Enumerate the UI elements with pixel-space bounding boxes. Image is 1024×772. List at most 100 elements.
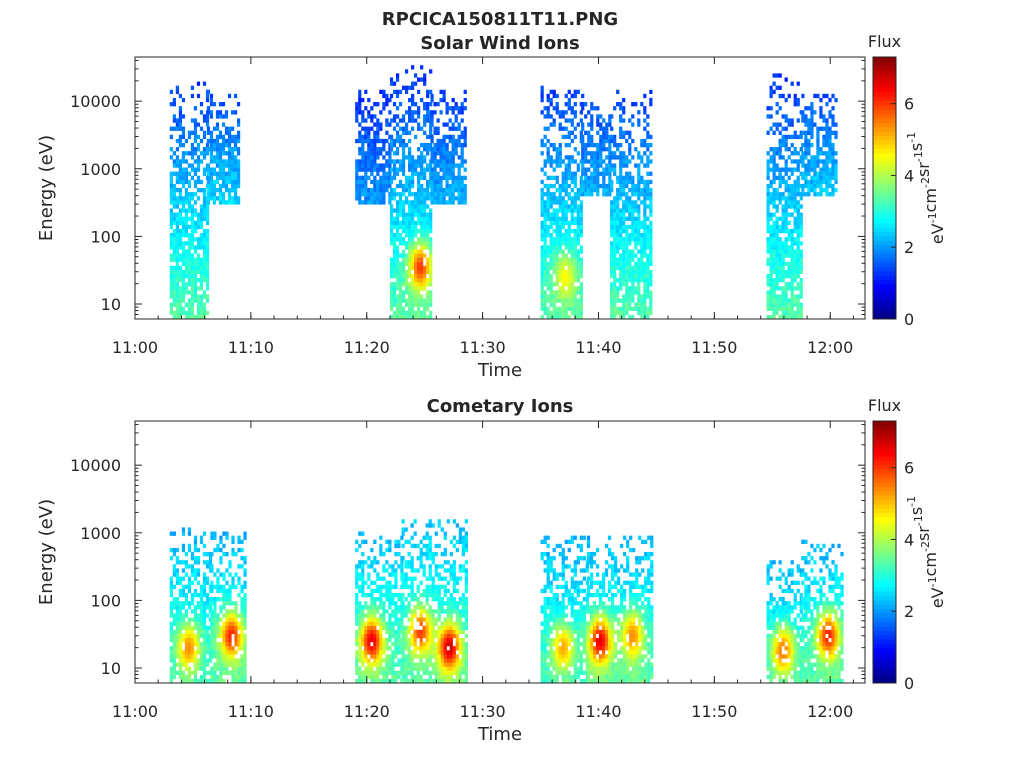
spectrogram-cell [443, 192, 446, 196]
spectrogram-cell [423, 642, 426, 646]
spectrogram-cell [355, 650, 358, 654]
spectrogram-cell [237, 176, 240, 180]
spectrogram-cell [411, 654, 414, 658]
spectrogram-cell [420, 143, 423, 147]
spectrogram-cell [361, 638, 364, 642]
spectrogram-cell [393, 299, 396, 303]
spectrogram-cell [170, 294, 173, 298]
spectrogram-cell [426, 184, 429, 188]
spectrogram-cell [243, 581, 246, 585]
spectrogram-cell [773, 155, 776, 159]
spectrogram-cell [547, 254, 550, 258]
spectrogram-cell [770, 278, 773, 282]
spectrogram-cell [197, 667, 200, 671]
spectrogram-cell [631, 184, 634, 188]
spectrogram-cell [399, 168, 402, 172]
spectrogram-cell [610, 180, 613, 184]
spectrogram-cell [411, 618, 414, 622]
spectrogram-cell [414, 163, 417, 167]
spectrogram-cell [464, 139, 467, 143]
spectrogram-cell [433, 102, 436, 106]
spectrogram-cell [234, 671, 237, 675]
spectrogram-cell [791, 249, 794, 253]
spectrogram-cell [206, 613, 209, 617]
spectrogram-cell [776, 229, 779, 233]
spectrogram-cell [550, 200, 553, 204]
spectrogram-cell [828, 131, 831, 135]
spectrogram-cell [203, 131, 206, 135]
spectrogram-cell [423, 270, 426, 274]
spectrogram-cell [203, 593, 206, 597]
spectrogram-cell [203, 192, 206, 196]
spectrogram-cell [373, 663, 376, 667]
spectrogram-cell [767, 168, 770, 172]
spectrogram-cell [364, 605, 367, 609]
spectrogram-cell [390, 176, 393, 180]
spectrogram-cell [234, 200, 237, 204]
spectrogram-cell [228, 658, 231, 662]
spectrogram-cell [234, 605, 237, 609]
spectrogram-cell [225, 581, 228, 585]
spectrogram-cell [210, 131, 213, 135]
spectrogram-cell [194, 208, 197, 212]
spectrogram-cell [565, 155, 568, 159]
spectrogram-cell [379, 638, 382, 642]
spectrogram-cell [423, 159, 426, 163]
spectrogram-cell [417, 172, 420, 176]
spectrogram-cell [170, 548, 173, 552]
spectrogram-cell [394, 638, 397, 642]
spectrogram-cell [364, 90, 367, 94]
spectrogram-cell [590, 180, 593, 184]
spectrogram-cell [243, 650, 246, 654]
spectrogram-cell [628, 172, 631, 176]
spectrogram-cell [571, 237, 574, 241]
spectrogram-cell [225, 658, 228, 662]
spectrogram-cell [203, 241, 206, 245]
spectrogram-cell [622, 131, 625, 135]
spectrogram-cell [568, 241, 571, 245]
spectrogram-cell [379, 658, 382, 662]
spectrogram-cell [568, 106, 571, 110]
spectrogram-cell [225, 184, 228, 188]
spectrogram-cell [464, 188, 467, 192]
spectrogram-cell [203, 609, 206, 613]
spectrogram-cell [813, 159, 816, 163]
spectrogram-cell [182, 605, 185, 609]
spectrogram-cell [577, 311, 580, 315]
spectrogram-cell [382, 577, 385, 581]
spectrogram-cell [203, 658, 206, 662]
spectrogram-cell [408, 609, 411, 613]
spectrogram-cell [382, 180, 385, 184]
spectrogram-cell [810, 131, 813, 135]
spectrogram-cell [170, 282, 173, 286]
spectrogram-cell [646, 163, 649, 167]
spectrogram-cell [358, 605, 361, 609]
spectrogram-cell [794, 266, 797, 270]
spectrogram-cell [616, 200, 619, 204]
spectrogram-cell [640, 225, 643, 229]
spectrogram-cell [376, 638, 379, 642]
spectrogram-cell [237, 642, 240, 646]
spectrogram-cell [396, 286, 399, 290]
spectrogram-cell [396, 168, 399, 172]
spectrogram-cell [170, 671, 173, 675]
spectrogram-cell [625, 249, 628, 253]
spectrogram-cell [213, 532, 216, 536]
spectrogram-cell [397, 663, 400, 667]
spectrogram-cell [179, 168, 182, 172]
spectrogram-cell [801, 110, 804, 114]
spectrogram-cell [562, 270, 565, 274]
spectrogram-cell [776, 151, 779, 155]
spectrogram-cell [170, 245, 173, 249]
spectrogram-cell [640, 159, 643, 163]
spectrogram-cell [423, 650, 426, 654]
spectrogram-cell [234, 147, 237, 151]
spectrogram-cell [587, 159, 590, 163]
x-tick-label: 11:00 [112, 338, 158, 357]
spectrogram-cell [649, 262, 652, 266]
spectrogram-cell [173, 650, 176, 654]
spectrogram-cell [396, 200, 399, 204]
spectrogram-cell [574, 245, 577, 249]
spectrogram-cell [446, 163, 449, 167]
spectrogram-cell [550, 123, 553, 127]
